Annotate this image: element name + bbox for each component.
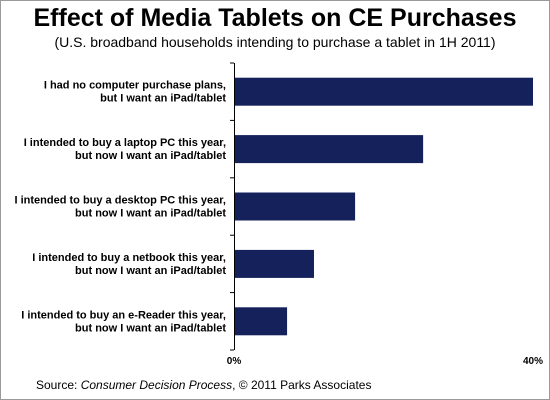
category-label: but now I want an iPad/tablet: [75, 322, 226, 334]
bar-2: [235, 135, 424, 164]
category-label: but I want an iPad/tablet: [100, 93, 226, 105]
category-label: I intended to buy a laptop PC this year,: [24, 137, 226, 149]
bar-1: [235, 77, 533, 106]
x-tick-label: 40%: [523, 356, 543, 367]
source-note: Source: Consumer Decision Process, © 201…: [36, 378, 371, 392]
category-label: but now I want an iPad/tablet: [75, 265, 226, 277]
chart-subtitle: (U.S. broadband households intending to …: [54, 34, 496, 50]
source-prefix: Source:: [36, 378, 81, 392]
source-suffix: , © 2011 Parks Associates: [232, 378, 372, 392]
category-label: I had no computer purchase plans,: [44, 80, 226, 92]
category-label: but now I want an iPad/tablet: [75, 150, 226, 162]
bar-3: [235, 192, 356, 221]
category-label: I intended to buy a netbook this year,: [32, 252, 226, 264]
category-label: I intended to buy an e-Reader this year,: [21, 309, 226, 321]
source-italic: Consumer Decision Process: [80, 378, 233, 392]
category-label: I intended to buy a desktop PC this year…: [15, 195, 227, 207]
category-label: but now I want an iPad/tablet: [75, 208, 226, 220]
bar-5: [235, 307, 288, 336]
chart-title: Effect of Media Tablets on CE Purchases: [33, 4, 517, 32]
bar-4: [235, 249, 314, 278]
x-tick-label: 0%: [227, 356, 242, 367]
